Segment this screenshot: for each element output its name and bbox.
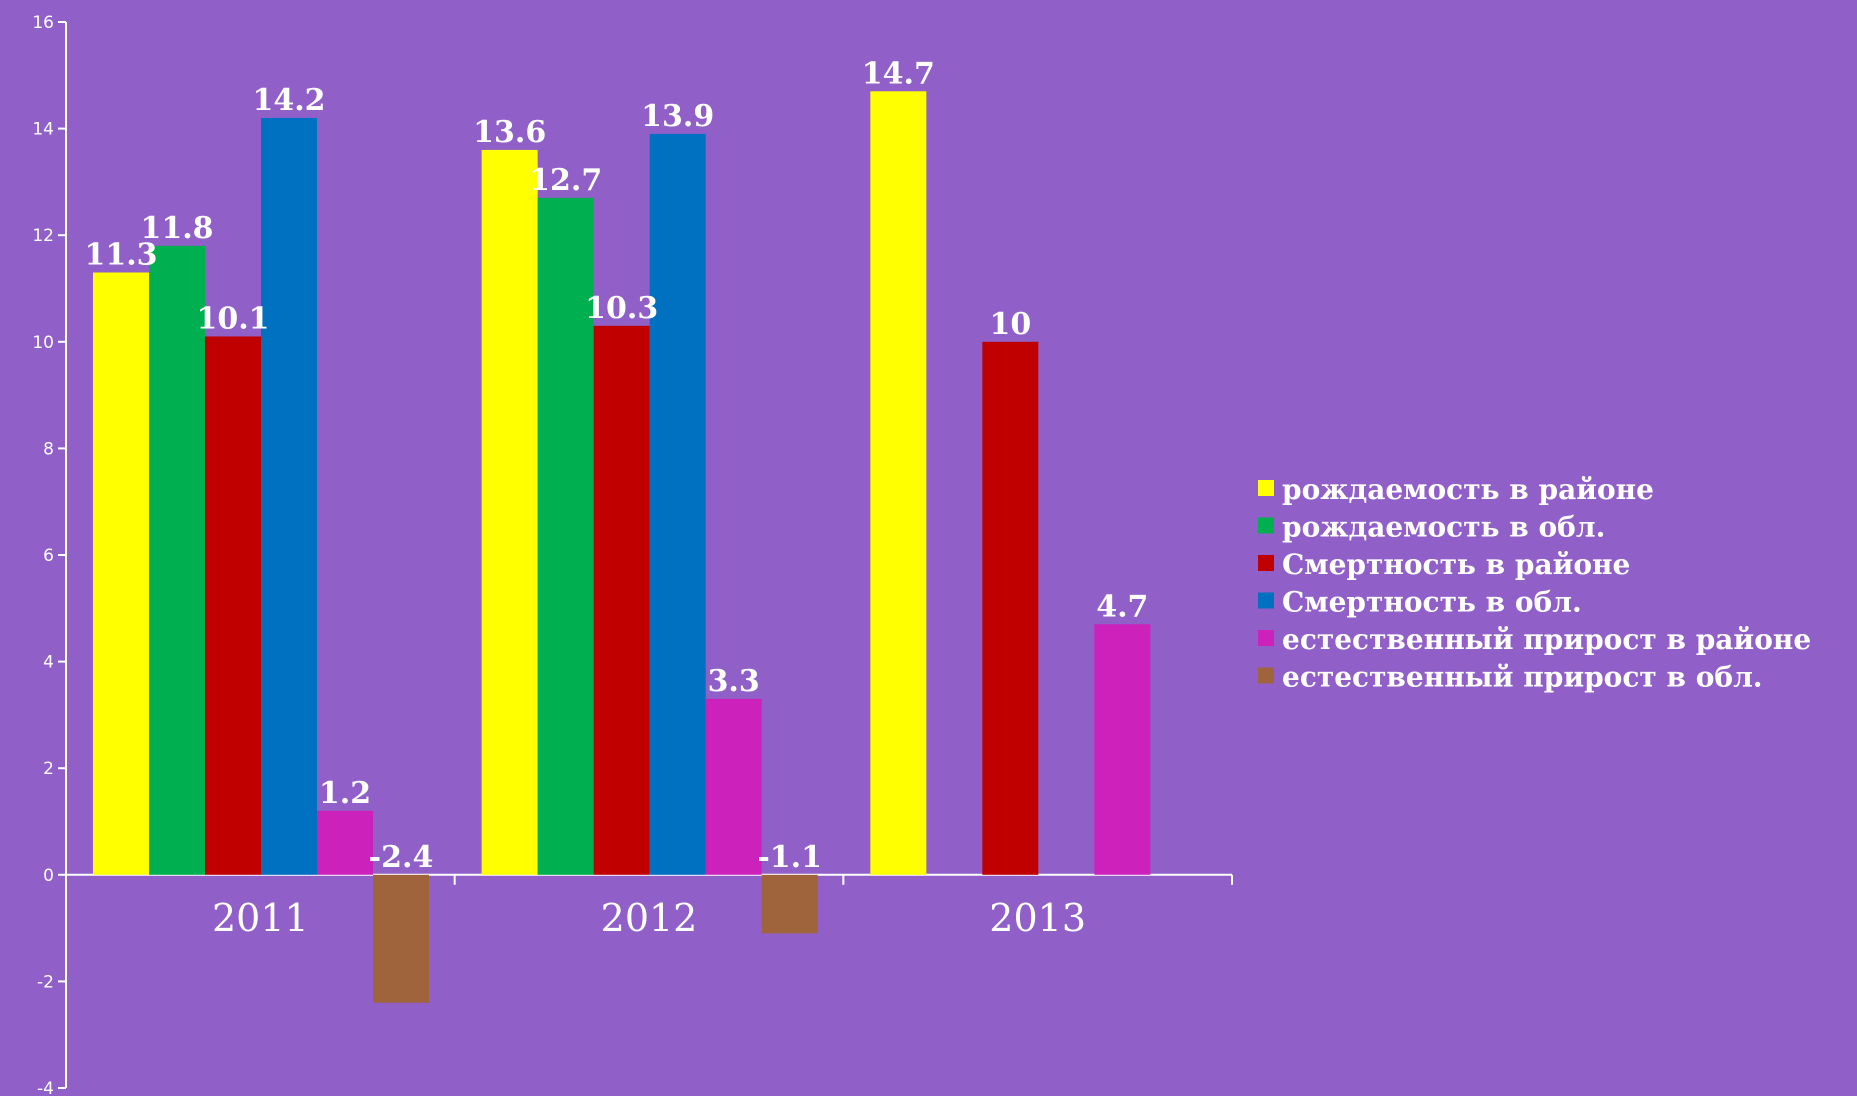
y-tick-label: 4 [43,653,54,673]
data-label: 10.3 [585,291,658,326]
data-label: 1.2 [319,776,371,811]
bar [261,117,317,875]
bar [373,874,429,1003]
y-tick-label: 0 [43,866,54,886]
bar [761,874,818,934]
bar [205,336,261,875]
legend-label: естественный прирост в обл. [1282,661,1763,694]
legend-label: естественный прирост в районе [1282,623,1811,656]
bar [593,325,650,875]
data-label: 4.7 [1096,589,1148,624]
data-labels: 11.311.8 10.1 14.2 1.2 -2.4 13.6 12.7 10.3 13.9 3… [84,56,1148,875]
bar [649,133,706,875]
legend-label: Смертность в районе [1282,548,1630,581]
data-label: 13.6 [473,115,546,150]
bar [149,245,205,875]
legend-swatch [1258,480,1274,496]
bar [317,810,373,875]
legend: рождаемость в районе рождаемость в обл. См… [1258,473,1811,694]
data-label: 10.1 [196,301,269,336]
y-tick-label: -4 [37,1079,54,1096]
bar [537,197,594,875]
bar [870,91,927,875]
bars [93,91,1151,1003]
data-label: -1.1 [757,840,822,875]
bar [1094,624,1151,875]
legend-label: рождаемость в районе [1282,473,1654,506]
x-category-label: 2012 [601,896,698,940]
y-tick-label: 10 [32,333,54,353]
data-label: -2.4 [369,840,434,875]
y-tick-label: -2 [37,972,54,992]
data-label: 11.8 [140,211,213,246]
data-label: 11.3 [84,238,157,273]
legend-swatch [1258,555,1274,571]
legend-swatch [1258,592,1274,609]
legend-swatch [1258,517,1274,534]
y-tick-label: 16 [32,13,54,33]
x-category-label: 2011 [212,896,309,940]
data-label: 14.2 [252,83,325,118]
bar [93,272,149,875]
x-category-label: 2013 [989,896,1086,940]
legend-swatch [1258,667,1274,684]
legend-swatch [1258,630,1274,646]
y-tick-label: 8 [43,439,54,459]
data-label: 12.7 [529,163,602,198]
bar [481,149,538,875]
y-tick-label: 12 [32,226,54,246]
y-tick-label: 14 [32,120,54,140]
bar [705,698,762,875]
y-tick-label: 2 [43,759,54,779]
data-label: 3.3 [708,664,760,699]
data-label: 14.7 [862,56,935,91]
data-label: 13.9 [641,99,714,134]
y-tick-label: 6 [43,546,54,566]
legend-label: Смертность в обл. [1282,586,1582,619]
data-label: 10 [989,307,1031,342]
legend-label: рождаемость в обл. [1282,511,1605,544]
bar [982,341,1039,875]
